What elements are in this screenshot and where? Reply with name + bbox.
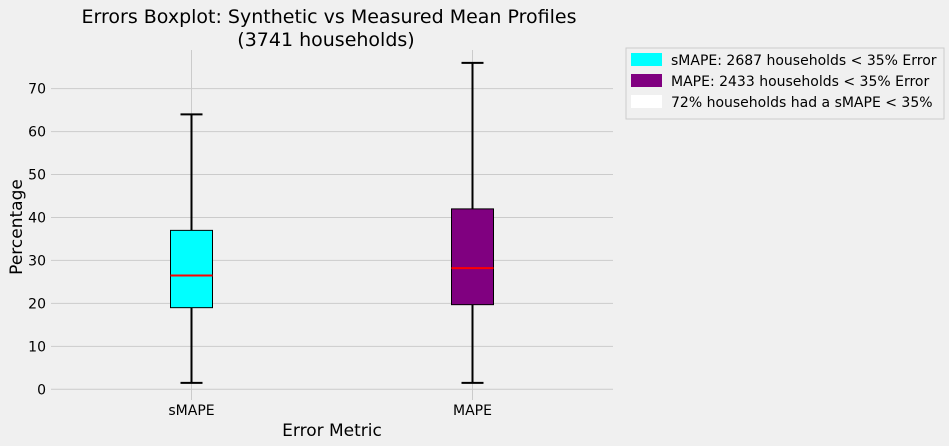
legend-label: 72% households had a sMAPE < 35%	[671, 95, 933, 111]
y-tick-label: 10	[28, 339, 46, 355]
legend-label: MAPE: 2433 households < 35% Error	[671, 74, 929, 90]
grid	[51, 50, 613, 400]
box-iqr	[170, 229, 213, 309]
y-tick-label: 0	[37, 382, 46, 398]
x-tick-label: sMAPE	[168, 403, 214, 419]
x-axis-label: Error Metric	[282, 421, 382, 441]
y-axis-label: Percentage	[7, 179, 27, 275]
y-tick-label: 40	[28, 210, 46, 226]
boxes	[170, 61, 494, 384]
y-tick-label: 20	[28, 296, 46, 312]
legend-swatch	[631, 74, 662, 87]
legend-swatch	[631, 95, 662, 108]
box-smape	[170, 113, 213, 384]
y-tick-label: 70	[28, 82, 46, 98]
y-tick-label: 60	[28, 125, 46, 141]
y-tick-label: 50	[28, 168, 46, 184]
legend-label: sMAPE: 2687 households < 35% Error	[671, 53, 937, 69]
chart-subtitle: (3741 households)	[237, 29, 414, 51]
y-tick-label: 30	[28, 253, 46, 269]
legend-frame	[625, 47, 945, 120]
chart-title: Errors Boxplot: Synthetic vs Measured Me…	[82, 6, 577, 28]
y-axis-ticks: 0 10 20 30 40 50 60 70	[28, 82, 46, 399]
x-tick-label: MAPE	[453, 403, 492, 419]
legend: sMAPE: 2687 households < 35% Error MAPE: …	[625, 47, 945, 120]
x-axis-ticks: sMAPE MAPE	[168, 403, 492, 419]
box-iqr	[451, 208, 494, 306]
box-mape	[451, 61, 494, 384]
legend-swatch	[631, 53, 662, 66]
